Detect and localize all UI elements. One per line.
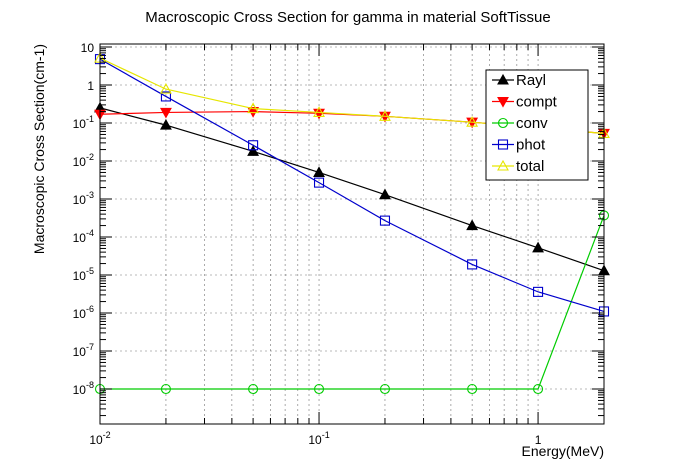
data-point-conv — [379, 383, 391, 395]
data-point-phot — [379, 215, 391, 226]
legend-box — [485, 69, 589, 181]
legend-entry-total: total — [492, 158, 544, 175]
legend-label: compt — [516, 94, 558, 111]
legend-label: total — [516, 158, 544, 175]
y-tick-labels: 10-8 10-7 10-6 10-5 10-4 10-3 10-2 10-1 1 10 — [73, 41, 95, 397]
data-point-total — [160, 82, 172, 94]
legend-marker — [497, 159, 509, 171]
data-point-phot — [467, 259, 478, 270]
y-tick-label: 10-3 — [73, 190, 94, 207]
data-point-rayl — [379, 188, 391, 200]
legend-marker — [497, 139, 509, 150]
data-point-conv — [533, 383, 544, 395]
data-point-conv — [248, 383, 259, 395]
legend-label: Rayl — [516, 72, 546, 89]
y-tick-label: 10-8 — [73, 380, 94, 397]
legend-entry-compt: compt — [492, 94, 558, 111]
legend-entry-rayl: Rayl — [492, 72, 546, 89]
y-axis-label: Macroscopic Cross Section(cm-1) — [31, 44, 47, 254]
y-tick-label: 10-6 — [73, 304, 94, 321]
plot-frame — [99, 43, 605, 425]
legend: Rayl compt conv phot total — [485, 69, 589, 181]
data-point-phot — [160, 91, 171, 102]
data-point-total — [247, 102, 260, 114]
x-axis-label: Energy(MeV) — [522, 443, 604, 459]
y-tick-label: 10-7 — [73, 342, 94, 359]
data-point-compt — [160, 107, 172, 119]
series-rayl — [94, 101, 610, 276]
series-line-conv — [100, 215, 605, 390]
data-point-conv — [467, 383, 478, 395]
data-point-total — [466, 116, 479, 127]
data-point-rayl — [313, 166, 325, 177]
series-line-phot — [99, 58, 605, 313]
data-point-rayl — [247, 145, 260, 156]
data-point-total — [379, 110, 391, 121]
chart-title: Macroscopic Cross Section for gamma in m… — [145, 9, 550, 26]
data-point-total — [313, 106, 325, 117]
y-tick-label: 10-2 — [73, 152, 94, 169]
data-point-conv — [160, 383, 171, 395]
axis-ticks — [99, 44, 605, 424]
legend-entry-conv: conv — [492, 115, 548, 132]
y-tick-label: 10-1 — [73, 114, 94, 131]
legend-marker — [497, 96, 509, 108]
x-tick-label: 1 — [535, 433, 542, 447]
x-tick-label: 10-1 — [308, 430, 329, 447]
legend-marker — [497, 73, 509, 85]
data-point-phot — [533, 286, 544, 297]
legend-entry-phot: phot — [492, 137, 546, 154]
x-tick-label: 10-2 — [89, 430, 110, 447]
series-line-rayl — [99, 107, 605, 272]
legend-label: phot — [516, 137, 546, 154]
x-tick-labels: 10-2 10-1 1 — [89, 430, 541, 447]
y-tick-label: 10 — [81, 41, 95, 55]
y-tick-label: 10-4 — [73, 228, 94, 245]
data-point-rayl — [160, 118, 172, 130]
legend-marker — [497, 117, 509, 129]
y-tick-label: 1 — [87, 79, 94, 93]
data-point-rayl — [532, 241, 544, 253]
legend-label: conv — [516, 115, 548, 132]
data-point-phot — [248, 140, 259, 151]
y-tick-label: 10-5 — [73, 266, 94, 283]
data-point-conv — [313, 383, 325, 395]
data-point-phot — [313, 177, 325, 188]
series-conv — [94, 210, 610, 395]
data-point-rayl — [466, 219, 479, 231]
